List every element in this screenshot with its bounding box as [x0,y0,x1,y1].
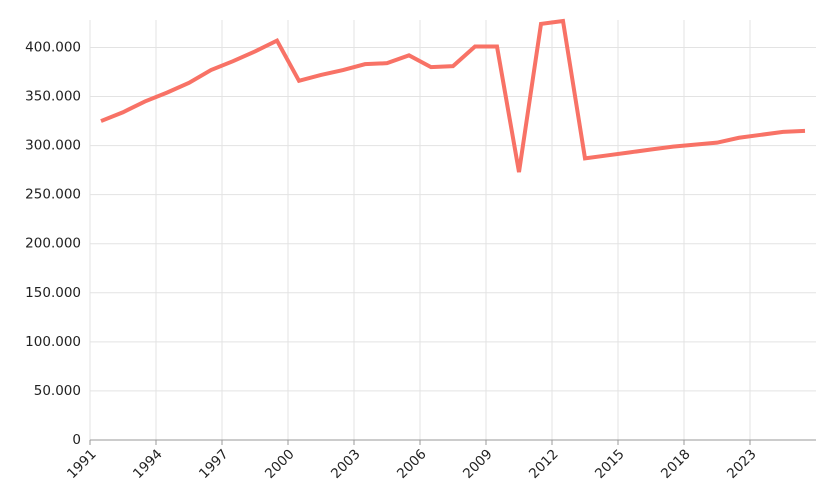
y-tick-label: 300.000 [25,138,81,154]
x-tick-label: 2003 [328,446,364,482]
x-tick-label: 1997 [196,446,232,482]
line [100,18,806,173]
y-tick-label: 350.000 [25,89,81,105]
y-tick-label: 100.000 [25,334,81,350]
x-tick-label: 2018 [658,446,694,482]
x-tick-label: 2000 [262,446,298,482]
x-tick-label: 2023 [724,446,760,482]
x-tick-label: 2012 [526,446,562,482]
y-tick-label: 50.000 [34,383,81,399]
y-tick-label: 150.000 [25,285,81,301]
x-tick-label: 2006 [394,446,430,482]
y-tick-label: 250.000 [25,187,81,203]
x-tick-label: 1994 [130,446,166,482]
x-tick-label: 1991 [64,446,100,482]
y-tick-label: 400.000 [25,39,81,55]
x-tick-label: 2015 [592,446,628,482]
y-tick-label: 200.000 [25,236,81,252]
y-tick-label: 0 [72,432,81,448]
x-tick-label: 2009 [460,446,496,482]
